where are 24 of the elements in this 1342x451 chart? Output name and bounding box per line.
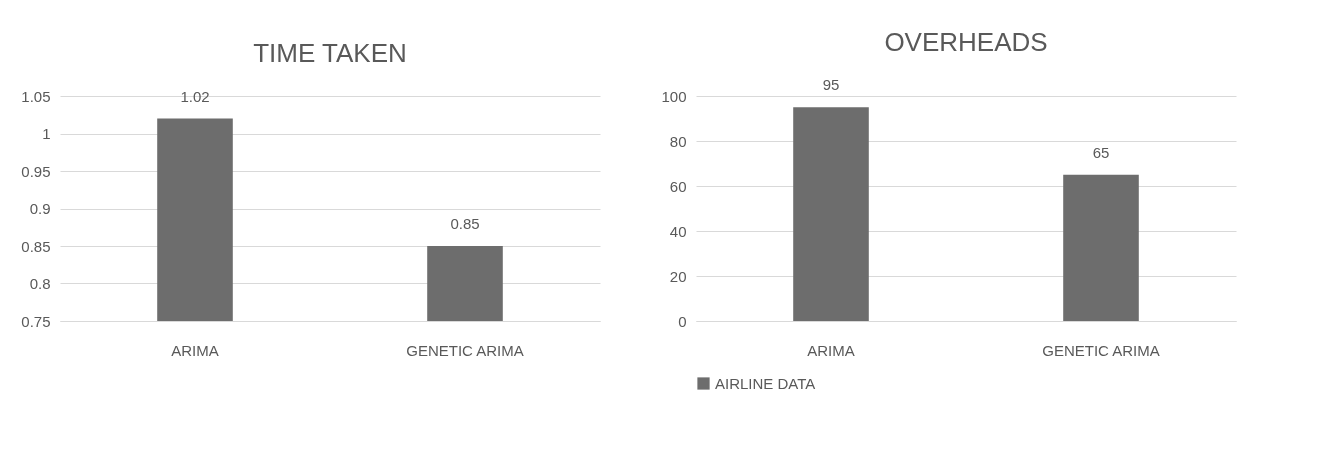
chart-title: TIME TAKEN	[253, 38, 407, 68]
y-tick-label: 80	[669, 132, 687, 150]
data-label: 0.85	[450, 215, 480, 232]
y-tick-label: 0.85	[21, 237, 51, 255]
y-tick-label: 100	[661, 87, 687, 105]
y-tick-label: 0	[678, 312, 687, 330]
data-label: 65	[1092, 143, 1110, 161]
x-tick-label: GENETIC ARIMA	[1042, 341, 1160, 359]
y-tick-label: 1.05	[21, 87, 51, 105]
x-tick-label: ARIMA	[807, 341, 855, 359]
y-tick-label: 40	[669, 222, 687, 240]
y-tick-label: 0.9	[29, 200, 51, 217]
y-tick-label: 0.95	[21, 162, 51, 180]
y-tick-label: 20	[669, 267, 687, 285]
y-tick-label: 1	[42, 125, 51, 142]
data-label: 95	[822, 76, 840, 94]
x-tick-label: GENETIC ARIMA	[406, 341, 524, 359]
y-tick-label: 60	[669, 177, 687, 195]
legend-label: AIRLINE DATA	[715, 374, 816, 392]
x-tick-label: ARIMA	[171, 341, 219, 359]
data-label: 1.02	[180, 87, 210, 105]
y-tick-label: 0.75	[21, 312, 51, 330]
y-tick-label: 0.8	[29, 275, 51, 292]
chart-title: OVERHEADS	[884, 27, 1048, 58]
